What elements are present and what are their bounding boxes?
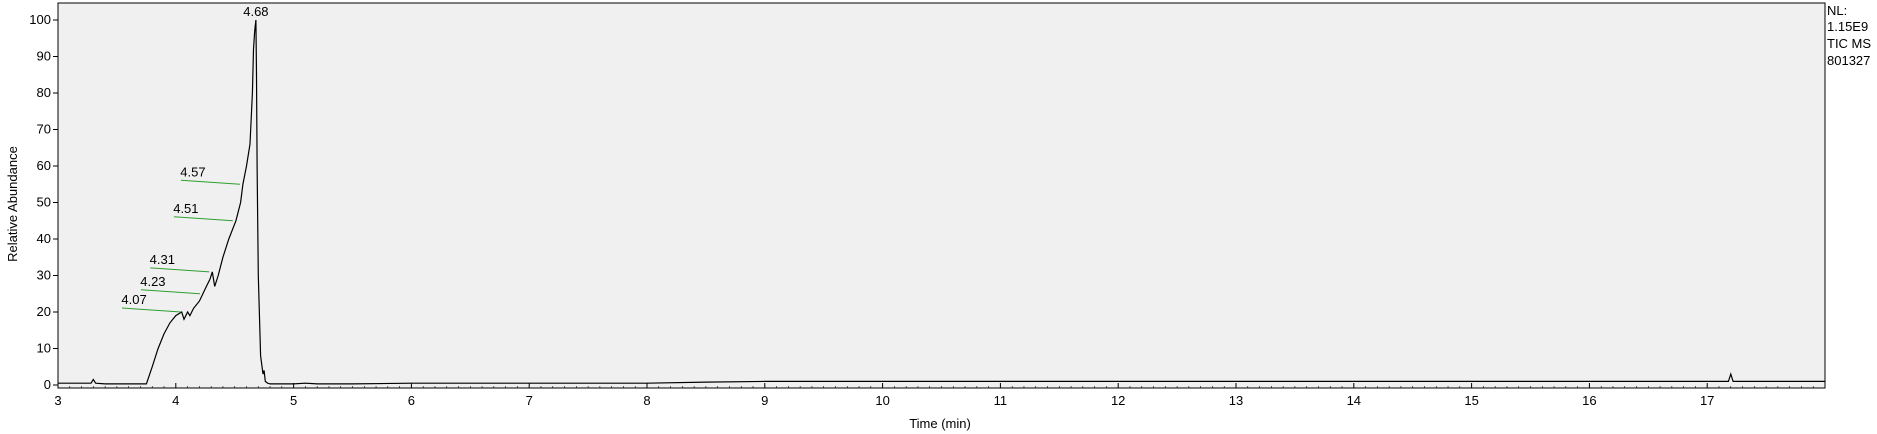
y-tick-label: 0 (44, 377, 51, 392)
y-tick-label: 80 (37, 85, 51, 100)
x-axis: 3 4 5 6 7 8 9 10 11 12 13 14 15 16 17 (54, 383, 1826, 408)
x-tick-label: 16 (1582, 393, 1596, 408)
x-tick-label: 14 (1347, 393, 1361, 408)
x-tick-label: 5 (290, 393, 297, 408)
peak-label: 4.68 (243, 4, 268, 19)
y-tick-label: 40 (37, 231, 51, 246)
y-tick-label: 20 (37, 304, 51, 319)
peak-label: 4.57 (180, 164, 205, 179)
peak-label: 4.07 (121, 292, 146, 307)
peak-leader-line (150, 267, 210, 273)
plot-area (57, 2, 1826, 389)
x-tick-label: 10 (875, 393, 889, 408)
info-line-4: 801327 (1827, 53, 1870, 68)
x-tick-label: 15 (1464, 393, 1478, 408)
y-tick-label: 30 (37, 268, 51, 283)
peak-label: 4.23 (140, 274, 165, 289)
info-line-3: TIC MS (1827, 36, 1871, 51)
x-tick-label: 13 (1229, 393, 1243, 408)
tic-trace-line (58, 19, 1825, 385)
info-block: NL: 1.15E9 TIC MS 801327 (1827, 3, 1871, 68)
x-tick-label: 6 (408, 393, 415, 408)
x-tick-label: 12 (1111, 393, 1125, 408)
x-tick-label: 9 (761, 393, 768, 408)
x-tick-label: 4 (172, 393, 179, 408)
y-tick-label: 70 (37, 122, 51, 137)
info-line-2: 1.15E9 (1827, 19, 1868, 34)
peak-labels: 4.68 4.57 4.51 4.31 4.23 4.07 (121, 4, 269, 313)
peak-label: 4.51 (173, 201, 198, 216)
y-axis: 0 10 20 30 40 50 60 70 80 90 100 (29, 12, 58, 392)
info-line-1: NL: (1827, 3, 1847, 18)
y-tick-label: 60 (37, 158, 51, 173)
y-tick-label: 10 (37, 341, 51, 356)
y-tick-label: 100 (29, 12, 51, 27)
peak-leader-line (122, 307, 182, 313)
x-axis-title: Time (min) (909, 416, 971, 431)
x-tick-label: 3 (54, 393, 61, 408)
peak-label: 4.31 (150, 252, 175, 267)
x-tick-label: 17 (1700, 393, 1714, 408)
peak-leader-line (140, 289, 200, 295)
x-tick-label: 8 (643, 393, 650, 408)
peak-leader-line (180, 179, 240, 185)
peak-leader-line (173, 216, 233, 222)
y-tick-label: 90 (37, 49, 51, 64)
y-tick-label: 50 (37, 195, 51, 210)
x-tick-label: 7 (526, 393, 533, 408)
y-axis-title: Relative Abundance (5, 146, 20, 262)
x-tick-label: 11 (994, 393, 1008, 408)
